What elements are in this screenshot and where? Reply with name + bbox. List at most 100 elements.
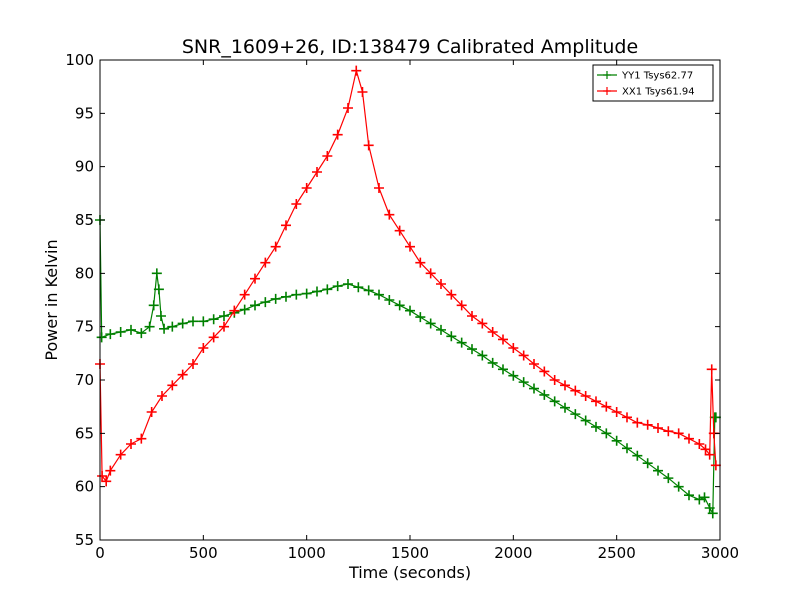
data-point — [436, 324, 446, 335]
data-point — [281, 291, 291, 302]
data-point — [601, 428, 612, 439]
data-point — [632, 450, 643, 461]
data-point — [446, 289, 457, 300]
data-point — [357, 87, 368, 97]
legend-marker — [603, 71, 611, 79]
legend-entry: XX1 Tsys61.94 — [622, 87, 695, 98]
data-point — [301, 183, 312, 193]
x-axis: 0 500 1000 1500 2000 2500 3000 — [95, 60, 739, 562]
data-point — [374, 183, 384, 193]
data-point — [97, 471, 108, 481]
data-point — [622, 443, 632, 454]
data-point — [101, 476, 112, 487]
x-tick-label: 2500 — [598, 544, 636, 562]
data-point — [260, 257, 271, 268]
data-point — [105, 329, 116, 340]
y-tick-label: 85 — [75, 211, 94, 229]
data-point — [312, 167, 322, 177]
data-point — [394, 225, 405, 236]
data-point — [611, 407, 622, 417]
data-point — [188, 316, 198, 327]
data-point — [115, 327, 126, 337]
data-point — [384, 295, 395, 305]
y-tick-label: 80 — [75, 264, 94, 282]
series-line — [99, 70, 717, 483]
data-point — [312, 286, 322, 297]
data-point — [549, 396, 560, 407]
data-point — [710, 460, 721, 471]
data-point — [96, 332, 107, 343]
x-axis-label: Time (seconds) — [348, 563, 471, 582]
data-point — [291, 289, 302, 300]
data-point — [363, 285, 374, 296]
data-point — [570, 409, 581, 420]
data-point — [699, 492, 710, 503]
data-point — [155, 311, 166, 321]
data-point — [353, 282, 364, 293]
data-point — [704, 449, 715, 460]
data-point — [332, 129, 343, 140]
data-point — [591, 421, 601, 432]
data-point — [270, 293, 281, 304]
data-point — [642, 458, 653, 469]
data-point — [281, 220, 291, 231]
data-point — [405, 305, 415, 316]
data-point — [611, 435, 622, 446]
data-point — [177, 318, 188, 329]
y-tick-label: 100 — [65, 51, 94, 69]
y-tick-label: 95 — [75, 104, 94, 122]
legend-box — [592, 64, 714, 102]
data-point — [136, 328, 147, 339]
data-point — [239, 289, 250, 300]
series-1 — [95, 215, 721, 519]
data-point — [322, 284, 333, 295]
data-point — [332, 281, 343, 292]
data-point — [126, 439, 136, 449]
data-point — [157, 391, 167, 401]
plot-frame — [99, 59, 721, 541]
data-point — [136, 433, 147, 444]
data-point — [456, 337, 467, 348]
data-point — [467, 311, 477, 321]
data-point — [374, 289, 384, 300]
legend: YY1 Tsys62.77 XX1 Tsys61.94 — [592, 64, 714, 102]
data-point — [539, 389, 550, 400]
data-point — [580, 415, 591, 426]
plot-area — [95, 59, 721, 541]
data-point — [518, 350, 529, 361]
data-point — [270, 241, 281, 252]
data-point — [146, 407, 157, 417]
data-point — [622, 412, 632, 423]
data-point — [673, 481, 684, 492]
data-point — [663, 426, 674, 437]
data-point — [663, 473, 674, 484]
data-point — [694, 439, 705, 449]
data-point — [105, 465, 116, 476]
data-point — [250, 273, 260, 284]
chart-title: SNR_1609+26, ID:138479 Calibrated Amplit… — [182, 36, 638, 58]
x-tick-label: 3000 — [701, 544, 739, 562]
data-point — [560, 402, 570, 413]
data-point — [148, 300, 159, 311]
x-tick-label: 1500 — [391, 544, 429, 562]
y-tick-label: 65 — [75, 424, 94, 442]
data-point — [694, 494, 705, 505]
data-point — [167, 321, 178, 332]
data-point — [560, 380, 570, 391]
data-point — [198, 316, 209, 327]
data-point — [159, 323, 170, 334]
data-point — [363, 140, 374, 151]
data-point — [508, 343, 519, 353]
data-point — [219, 311, 229, 321]
y-axis-label: Power in Kelvin — [42, 239, 61, 360]
data-point — [126, 324, 136, 335]
data-point — [167, 380, 178, 391]
x-tick-label: 500 — [189, 544, 218, 562]
data-point — [144, 321, 155, 332]
data-point — [343, 279, 353, 289]
data-point — [436, 279, 446, 289]
data-point — [343, 103, 353, 113]
data-point — [415, 312, 426, 323]
data-point — [591, 396, 601, 407]
